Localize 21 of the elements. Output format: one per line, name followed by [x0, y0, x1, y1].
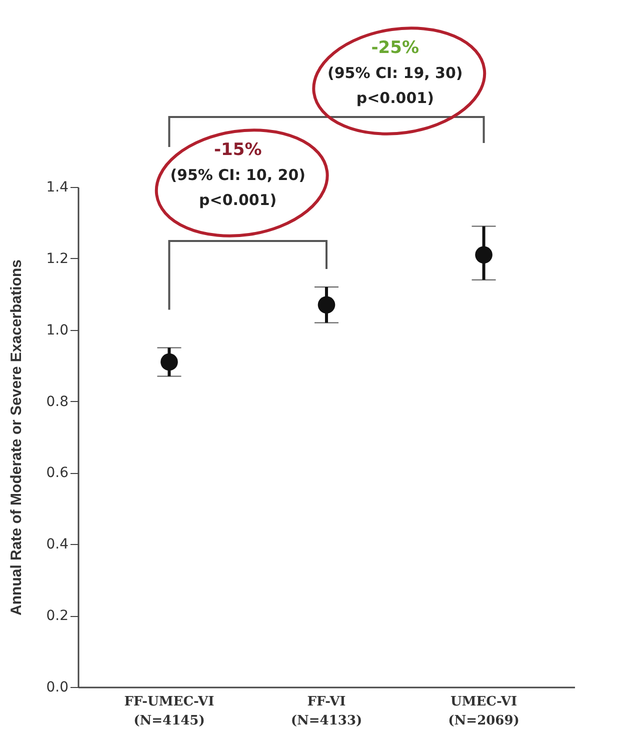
- y-axis-title: Annual Rate of Moderate or Severe Exacerbations: [8, 260, 26, 616]
- y-tick-label: 0.0: [46, 680, 68, 696]
- x-tick-label: UMEC-VI (N=2069): [448, 694, 520, 728]
- annotation: p<0.001): [199, 191, 277, 209]
- text: (95% CI: 19, 30): [327, 64, 463, 82]
- y-tick-label: 0.6: [46, 465, 69, 482]
- x-tick-label: FF-VI (N=4133): [290, 694, 362, 728]
- point: [160, 353, 178, 371]
- text: -15%: [214, 140, 262, 160]
- y-tick-label: 1.4: [46, 180, 69, 196]
- text: (95% CI: 10, 20): [170, 166, 306, 184]
- y-tick-label: 1.2: [46, 250, 68, 267]
- x-tick-label: FF-UMEC-VI (N=4145): [124, 694, 214, 728]
- y-tick-label: 1.0: [46, 322, 68, 338]
- y-tick-label: 0.4: [46, 536, 69, 553]
- y-tick-label: 0.2: [46, 608, 68, 624]
- text: p<0.001): [356, 89, 434, 107]
- text: -25%: [371, 38, 420, 58]
- point: [318, 296, 336, 314]
- y-tick-label: 0.8: [46, 394, 68, 410]
- point: [475, 246, 492, 264]
